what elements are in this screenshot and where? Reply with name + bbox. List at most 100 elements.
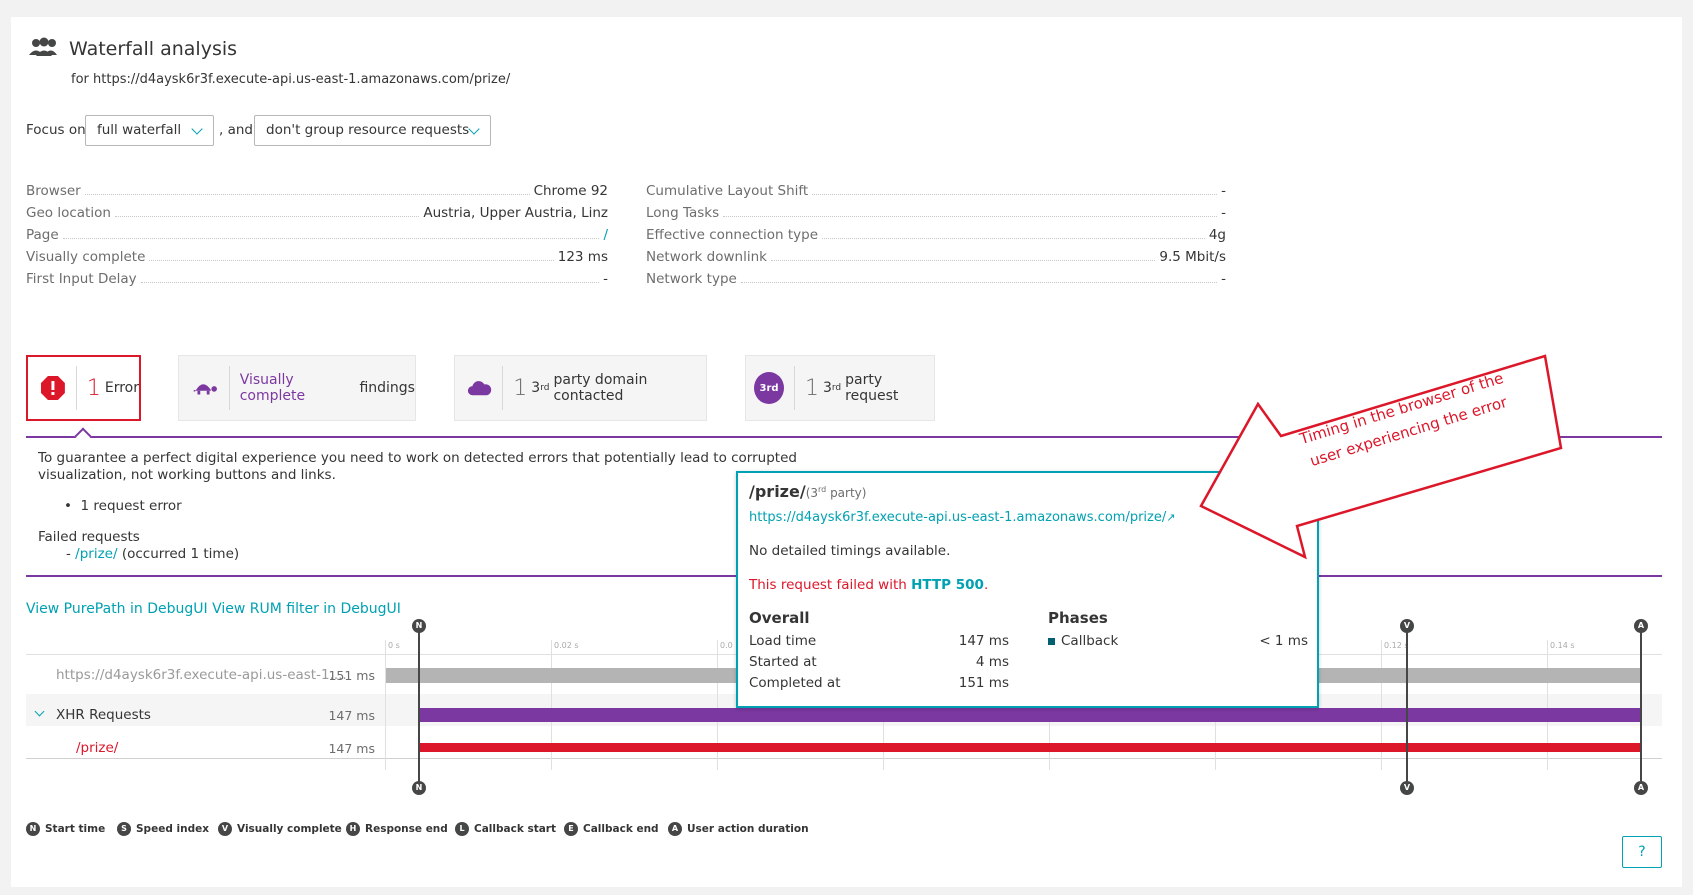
overall-completed-at: Completed at 151 ms xyxy=(749,675,1009,691)
start-time-line xyxy=(418,626,420,788)
grid-line xyxy=(883,700,884,770)
visually-complete-marker[interactable]: V xyxy=(1400,781,1414,795)
turtle-icon xyxy=(193,384,217,395)
detail-connection-type: Effective connection type 4g xyxy=(646,227,1226,243)
error-bullet: • 1 request error xyxy=(64,498,182,514)
request-prefix: 3 xyxy=(822,380,832,396)
visually-complete-link[interactable]: Visually complete xyxy=(239,372,306,404)
callback-swatch-icon xyxy=(1048,638,1055,645)
overall-load-time: Load time 147 ms xyxy=(749,633,1009,649)
row-duration: 147 ms xyxy=(328,741,375,756)
tooltip-url-link[interactable]: https://d4aysk6r3f.execute-api.us-east-1… xyxy=(749,510,1176,525)
detail-first-input-delay: First Input Delay - xyxy=(26,271,608,287)
failed-requests-title: Failed requests xyxy=(38,529,140,545)
grid-line xyxy=(385,640,386,770)
tick-label: 0.02 s xyxy=(554,641,579,650)
chevron-down-icon xyxy=(468,123,480,135)
error-message: To guarantee a perfect digital experienc… xyxy=(38,450,797,483)
grid-line xyxy=(1547,640,1548,770)
request-count: 1 xyxy=(804,375,819,401)
error-count: 1 xyxy=(86,375,101,401)
overall-started-at: Started at 4 ms xyxy=(749,654,1009,670)
waterfall-bottom-rule xyxy=(26,758,1662,759)
third-party-badge-icon: 3rd xyxy=(754,372,785,404)
user-action-line xyxy=(1640,626,1642,788)
row-duration: 151 ms xyxy=(328,668,375,683)
chevron-down-icon xyxy=(191,123,203,135)
tooltip-title: /prize/(3rd party) xyxy=(749,482,867,501)
phases-title: Phases xyxy=(1048,609,1108,627)
tick-label: 0 s xyxy=(388,641,400,650)
grid-line xyxy=(1215,700,1216,770)
row-label-prize[interactable]: /prize/ xyxy=(76,740,119,756)
start-time-marker[interactable]: N xyxy=(412,619,426,633)
error-panel-top-border xyxy=(26,436,1662,438)
detail-cls: Cumulative Layout Shift - xyxy=(646,183,1226,199)
failed-request-link[interactable]: /prize/ xyxy=(75,546,118,562)
annotation-arrow-callout xyxy=(1199,354,1563,560)
domain-prefix: 3 xyxy=(531,380,541,396)
tick-label: 0.12 s xyxy=(1384,641,1409,650)
detail-network-downlink: Network downlink 9.5 Mbit/s xyxy=(646,249,1226,265)
overall-title: Overall xyxy=(749,609,810,627)
legend-callback-start: L Callback start xyxy=(455,822,556,836)
visually-complete-line xyxy=(1406,626,1408,788)
grid-line xyxy=(1381,640,1382,770)
external-link-icon: ↗ xyxy=(1166,511,1176,524)
page-link[interactable]: / xyxy=(603,227,608,243)
error-label: Error xyxy=(104,380,139,396)
findings-label: findings xyxy=(359,380,415,396)
detail-long-tasks: Long Tasks - xyxy=(646,205,1226,221)
view-rum-filter-link[interactable]: View RUM filter in DebugUI xyxy=(212,601,401,617)
focus-label: Focus on xyxy=(26,122,86,138)
help-button[interactable]: ? xyxy=(1622,836,1662,868)
error-octagon-icon xyxy=(40,376,65,400)
legend-visually-complete: V Visually complete xyxy=(218,822,342,836)
tick-label: 0.0 xyxy=(720,641,733,650)
http-status-link[interactable]: HTTP 500 xyxy=(911,577,984,593)
debug-links: View PurePath in DebugUI View RUM filter… xyxy=(26,601,401,617)
legend-callback-end: E Callback end xyxy=(564,822,659,836)
and-label: , and xyxy=(219,122,253,138)
page-subtitle: for https://d4aysk6r3f.execute-api.us-ea… xyxy=(71,72,511,87)
phase-callback: Callback < 1 ms xyxy=(1048,633,1308,649)
user-action-marker[interactable]: A xyxy=(1634,619,1648,633)
group-dropdown-value: don't group resource requests xyxy=(266,122,470,138)
visually-complete-marker[interactable]: V xyxy=(1400,619,1414,633)
group-dropdown[interactable]: don't group resource requests xyxy=(254,115,491,146)
grid-line xyxy=(551,640,552,770)
legend-speed-index: S Speed index xyxy=(117,822,209,836)
detail-visually-complete: Visually complete 123 ms xyxy=(26,249,608,265)
prize-bar[interactable] xyxy=(419,743,1642,752)
xhr-bar[interactable] xyxy=(419,708,1642,722)
visually-complete-card[interactable]: Visually complete findings xyxy=(178,355,416,421)
user-action-marker[interactable]: A xyxy=(1634,781,1648,795)
focus-dropdown[interactable]: full waterfall xyxy=(85,115,214,146)
users-group-icon xyxy=(29,37,57,56)
row-label-xhr[interactable]: XHR Requests xyxy=(56,707,151,723)
row-duration: 147 ms xyxy=(328,708,375,723)
focus-dropdown-value: full waterfall xyxy=(97,122,182,138)
page-title: Waterfall analysis xyxy=(69,38,238,60)
start-time-marker[interactable]: N xyxy=(412,781,426,795)
domain-count: 1 xyxy=(513,375,528,401)
tick-label: 0.14 s xyxy=(1550,641,1575,650)
domain-label: party domain contacted xyxy=(553,372,648,404)
view-purepath-link[interactable]: View PurePath in DebugUI xyxy=(26,601,208,617)
grid-line xyxy=(717,640,718,770)
detail-page: Page / xyxy=(26,227,608,243)
cloud-icon xyxy=(467,381,492,396)
detail-geo-location: Geo location Austria, Upper Austria, Linz xyxy=(26,205,608,221)
tooltip-no-timings: No detailed timings available. xyxy=(749,543,951,559)
detail-network-type: Network type - xyxy=(646,271,1226,287)
error-card[interactable]: 1 Error xyxy=(26,355,141,421)
legend-start-time: N Start time xyxy=(26,822,105,836)
tooltip-failed: This request failed with HTTP 500. xyxy=(749,577,989,593)
detail-browser: Browser Chrome 92 xyxy=(26,183,608,199)
row-label-document[interactable]: https://d4aysk6r3f.execute-api.us-east-1… xyxy=(56,667,347,683)
request-label: party request xyxy=(845,372,899,404)
legend-response-end: H Response end xyxy=(346,822,448,836)
request-sup: rd xyxy=(831,383,842,393)
